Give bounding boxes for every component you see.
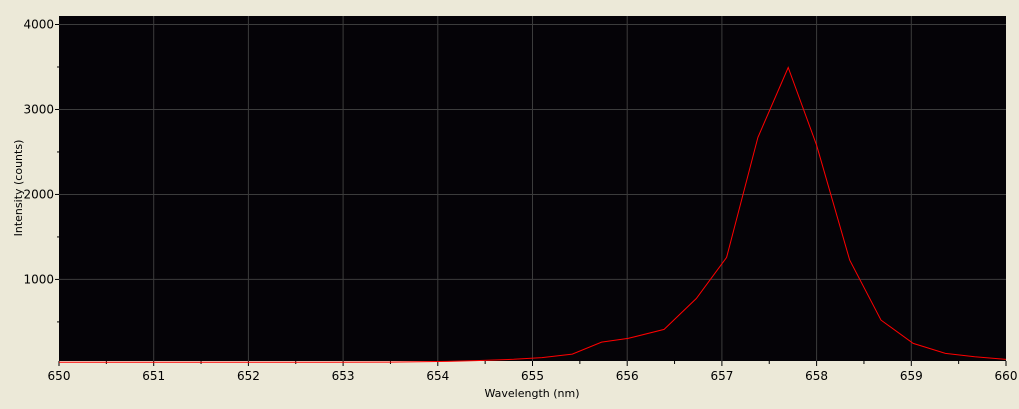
x-tick-label: 658	[805, 369, 828, 383]
ticks: 650 651 652 653 654 655 656 657 658 659 660 1000 200…	[23, 17, 1017, 383]
x-axis-label: Wavelength (nm)	[484, 387, 579, 400]
x-tick-label: 656	[616, 369, 639, 383]
x-tick-label: 653	[332, 369, 355, 383]
y-axis-label: Intensity (counts)	[12, 140, 25, 237]
x-tick-label: 659	[900, 369, 923, 383]
x-tick-label: 655	[521, 369, 544, 383]
grid	[59, 16, 1006, 361]
y-tick-label: 1000	[23, 272, 54, 286]
x-tick-label: 650	[48, 369, 71, 383]
y-tick-label: 3000	[23, 102, 54, 116]
y-tick-label: 4000	[23, 17, 54, 31]
x-tick-label: 654	[426, 369, 449, 383]
series-line	[59, 66, 1007, 363]
x-tick-label: 657	[710, 369, 733, 383]
x-tick-label: 660	[995, 369, 1018, 383]
y-tick-label: 2000	[23, 187, 54, 201]
x-tick-label: 651	[142, 369, 165, 383]
x-tick-label: 652	[237, 369, 260, 383]
